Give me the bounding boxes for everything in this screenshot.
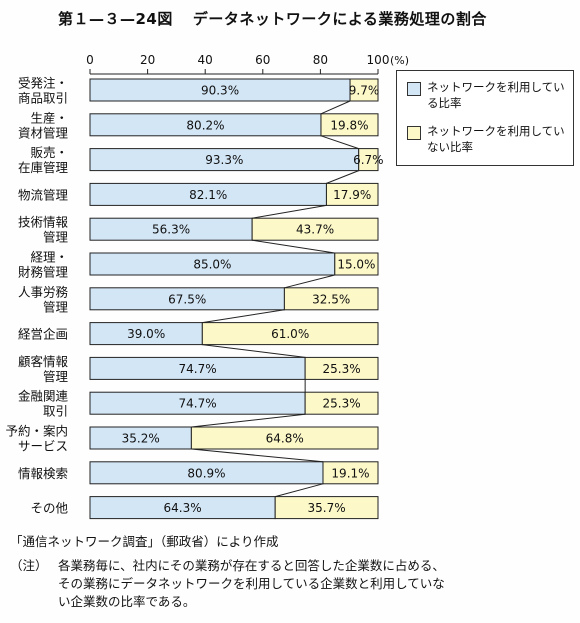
category-label-9-1: 取引 xyxy=(43,404,68,419)
category-label-1-0: 生産・ xyxy=(30,110,68,125)
legend-label-used: ネットワークを利用している比率 xyxy=(427,80,565,110)
label-used-5: 85.0% xyxy=(193,258,231,272)
title-text: データネットワークによる業務処理の割合 xyxy=(192,10,487,28)
bar-not-used-5 xyxy=(334,252,379,276)
bar-not-used-10 xyxy=(190,426,379,450)
bar-not-used-0 xyxy=(349,78,379,102)
bar-not-used-3 xyxy=(325,182,379,206)
label-not-used-3: 17.9% xyxy=(333,188,371,202)
category-label-10-1: サービス xyxy=(18,439,68,454)
category-label-7-0: 経営企画 xyxy=(18,327,68,342)
x-axis-unit: (%) xyxy=(390,54,409,67)
bar-not-used-12 xyxy=(274,496,379,520)
category-label-0-1: 商品取引 xyxy=(18,91,68,106)
category-label-10-0: 予約・案内 xyxy=(5,424,68,439)
connector-line-4 xyxy=(252,239,335,254)
footnote-text: 各業務毎に、社内にその業務が存在すると回答した企業数に占める、その業務にデータネ… xyxy=(58,558,445,609)
category-label-0-0: 受発注・ xyxy=(18,76,68,91)
category-label-3-0: 物流管理 xyxy=(18,187,69,202)
label-used-3: 82.1% xyxy=(189,188,227,202)
connector-line-7 xyxy=(202,344,306,358)
legend: ネットワークを利用している比率 ネットワークを利用していない比率 xyxy=(396,70,574,166)
bar-not-used-2 xyxy=(358,148,379,172)
label-used-2: 93.3% xyxy=(205,153,243,167)
connector-line-1 xyxy=(320,135,359,150)
label-used-4: 56.3% xyxy=(152,223,190,237)
label-not-used-1: 19.8% xyxy=(330,118,368,132)
category-label-2-0: 販売・ xyxy=(30,145,68,160)
connector-line-3 xyxy=(252,204,327,219)
category-label-8-0: 顧客情報 xyxy=(18,354,69,369)
category-label-11-0: 情報検索 xyxy=(18,466,68,481)
connector-line-11 xyxy=(275,483,324,498)
category-label-5-0: 経理・ xyxy=(30,250,68,265)
x-tick-label-80: 80 xyxy=(313,53,328,67)
label-not-used-9: 25.3% xyxy=(323,397,361,411)
label-not-used-5: 15.0% xyxy=(337,258,375,272)
figure-number: 第１—３—24図 xyxy=(58,10,173,28)
label-used-11: 80.9% xyxy=(187,466,225,480)
label-not-used-4: 43.7% xyxy=(296,223,334,237)
bar-not-used-4 xyxy=(251,217,379,241)
label-not-used-2: 6.7% xyxy=(353,153,384,167)
category-label-12-0: その他 xyxy=(30,501,68,516)
category-label-2-1: 在庫管理 xyxy=(18,160,69,175)
label-used-10: 35.2% xyxy=(122,432,160,446)
connector-line-0 xyxy=(320,100,351,115)
category-label-6-1: 管理 xyxy=(43,299,69,314)
legend-swatch-used xyxy=(407,82,421,96)
label-used-9: 74.7% xyxy=(179,397,217,411)
source-note: 「通信ネットワーク調査」（郵政省）により作成 xyxy=(10,534,279,549)
category-label-9-0: 金融関連 xyxy=(18,389,69,404)
bar-not-used-1 xyxy=(320,113,379,137)
x-tick-label-20: 20 xyxy=(140,53,155,67)
label-not-used-11: 19.1% xyxy=(331,466,369,480)
x-tick-label-100: 100 xyxy=(367,53,390,67)
chart-title: 第１—３—24図 データネットワークによる業務処理の割合 xyxy=(58,8,487,29)
connector-line-9 xyxy=(191,413,306,428)
bar-not-used-8 xyxy=(304,356,379,380)
x-tick-label-60: 60 xyxy=(255,53,270,67)
category-label-4-0: 技術情報 xyxy=(18,215,69,230)
label-used-0: 90.3% xyxy=(201,84,239,98)
label-used-7: 39.0% xyxy=(127,327,165,341)
label-not-used-10: 64.8% xyxy=(266,432,304,446)
x-tick-label-0: 0 xyxy=(86,53,94,67)
category-label-6-0: 人事労務 xyxy=(18,284,69,299)
label-used-12: 64.3% xyxy=(164,501,202,515)
category-label-4-1: 管理 xyxy=(43,230,69,245)
bar-not-used-7 xyxy=(201,322,379,346)
connector-line-2 xyxy=(326,170,359,184)
footnote-mark: （注） xyxy=(10,558,48,573)
label-used-1: 80.2% xyxy=(186,118,224,132)
bar-not-used-6 xyxy=(283,287,379,311)
label-not-used-12: 35.7% xyxy=(308,501,346,515)
connector-line-6 xyxy=(202,309,285,324)
category-label-5-1: 財務管理 xyxy=(18,265,69,280)
category-label-8-1: 管理 xyxy=(43,369,69,384)
bar-not-used-11 xyxy=(322,461,379,485)
legend-label-not-used: ネットワークを利用していない比率 xyxy=(427,124,565,154)
label-used-8: 74.7% xyxy=(179,362,217,376)
label-not-used-8: 25.3% xyxy=(323,362,361,376)
label-not-used-7: 61.0% xyxy=(271,327,309,341)
bar-not-used-9 xyxy=(304,391,379,415)
legend-swatch-not-used xyxy=(407,126,421,140)
x-tick-label-40: 40 xyxy=(198,53,213,67)
connector-line-5 xyxy=(284,274,335,289)
category-label-1-1: 資材管理 xyxy=(18,125,69,140)
connector-line-10 xyxy=(191,448,324,463)
label-not-used-6: 32.5% xyxy=(312,292,350,306)
label-not-used-0: 9.7% xyxy=(349,84,380,98)
label-used-6: 67.5% xyxy=(168,292,206,306)
